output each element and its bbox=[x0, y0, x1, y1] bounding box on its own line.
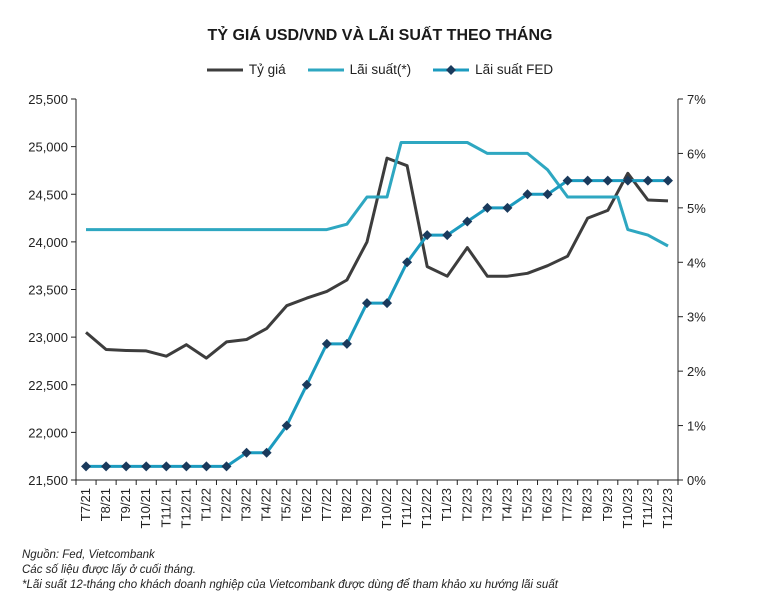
series-2-point bbox=[442, 230, 453, 241]
y-left-tick-label: 21,500 bbox=[28, 473, 68, 488]
x-tick-label: T2/23 bbox=[459, 488, 474, 521]
x-tick-label: T10/21 bbox=[138, 488, 153, 528]
series-2-point bbox=[542, 189, 553, 200]
series-0-line bbox=[85, 156, 669, 360]
series-2-point bbox=[602, 175, 613, 186]
note-rate-reference: *Lãi suất 12-tháng cho khách doanh nghiệ… bbox=[22, 579, 558, 591]
x-tick-label: T11/21 bbox=[158, 488, 173, 528]
x-tick-label: T12/23 bbox=[660, 488, 675, 528]
series-2-point bbox=[101, 461, 112, 472]
x-tick-label: T6/23 bbox=[540, 488, 555, 521]
y-right-tick-label: 2% bbox=[687, 364, 706, 379]
x-tick-label: T1/23 bbox=[439, 488, 454, 521]
legend-label-lai-suat-fed: Lãi suất FED bbox=[475, 62, 554, 77]
chart-axes: 21,500 22,000 22,500 23,000 23,500 24,000 24,5… bbox=[28, 92, 706, 528]
x-tick-label: T9/23 bbox=[600, 488, 615, 521]
x-tick-label: T8/21 bbox=[98, 488, 113, 521]
series-2-point bbox=[241, 447, 252, 458]
x-tick-label: T12/22 bbox=[419, 488, 434, 528]
series-2-point bbox=[161, 461, 172, 472]
legend-swatch-lai-suat-fed bbox=[433, 64, 470, 75]
x-tick-label: T10/23 bbox=[620, 488, 635, 528]
x-tick-label: T8/23 bbox=[580, 488, 595, 521]
legend-swatch-ty-gia bbox=[206, 68, 243, 71]
series-2-point bbox=[301, 379, 312, 390]
legend-entry-lai-suat: Lãi suất(*) bbox=[307, 62, 412, 77]
series-2-point bbox=[281, 420, 292, 431]
x-tick-label: T5/23 bbox=[520, 488, 535, 521]
y-right-tick-label: 6% bbox=[687, 146, 706, 161]
series-2-point bbox=[582, 175, 593, 186]
series-2-point bbox=[361, 298, 372, 309]
series-2-point bbox=[121, 461, 132, 472]
chart-plot: 21,500 22,000 22,500 23,000 23,500 24,000 24,5… bbox=[28, 92, 706, 528]
x-tick-label: T5/22 bbox=[279, 488, 294, 521]
y-left-tick-label: 22,000 bbox=[28, 425, 68, 440]
x-tick-label: T11/23 bbox=[640, 488, 655, 528]
y-left-tick-label: 23,500 bbox=[28, 283, 68, 298]
series-2-point bbox=[462, 216, 473, 227]
series-2-point bbox=[181, 461, 192, 472]
y-right-tick-label: 1% bbox=[687, 419, 706, 434]
series-2-point bbox=[221, 461, 232, 472]
series-2-point bbox=[502, 202, 513, 213]
note-source: Nguồn: Fed, Vietcombank bbox=[22, 549, 155, 561]
series-2-point bbox=[622, 175, 633, 186]
x-tick-label: T7/22 bbox=[319, 488, 334, 521]
y-left-tick-label: 25,500 bbox=[28, 92, 68, 107]
series-2-point bbox=[562, 175, 573, 186]
x-tick-label: T7/21 bbox=[78, 488, 93, 521]
y-left-tick-label: 24,000 bbox=[28, 235, 68, 250]
series-2-point bbox=[261, 447, 272, 458]
x-tick-label: T3/23 bbox=[479, 488, 494, 521]
y-right-tick-label: 3% bbox=[687, 310, 706, 325]
series-2-point bbox=[81, 461, 92, 472]
y-left-tick-label: 24,500 bbox=[28, 187, 68, 202]
legend: Tỷ giá Lãi suất(*) Lãi suất FED bbox=[0, 62, 760, 77]
y-left-tick-label: 23,000 bbox=[28, 330, 68, 345]
series-2-point bbox=[341, 338, 352, 349]
x-tick-label: T9/22 bbox=[359, 488, 374, 521]
series-2-point bbox=[662, 175, 673, 186]
x-tick-label: T8/22 bbox=[339, 488, 354, 521]
series-2-point bbox=[382, 298, 393, 309]
note-month-end: Các số liệu được lấy ở cuối tháng. bbox=[22, 564, 196, 576]
chart-title: TỶ GIÁ USD/VND VÀ LÃI SUẤT THEO THÁNG bbox=[207, 27, 553, 44]
x-tick-label: T12/21 bbox=[178, 488, 193, 528]
y-left-tick-label: 22,500 bbox=[28, 378, 68, 393]
chart-notes: Nguồn: Fed, Vietcombank Các số liệu được… bbox=[22, 548, 558, 593]
series-2-point bbox=[201, 461, 212, 472]
y-left-tick-label: 25,000 bbox=[28, 140, 68, 155]
series-1-line bbox=[86, 141, 669, 248]
y-right-tick-label: 0% bbox=[687, 473, 706, 488]
x-tick-label: T4/23 bbox=[499, 488, 514, 521]
series-2-line bbox=[86, 179, 668, 468]
y-right-tick-label: 4% bbox=[687, 255, 706, 270]
x-tick-label: T2/22 bbox=[219, 488, 234, 521]
legend-label-ty-gia: Tỷ giá bbox=[248, 62, 286, 77]
x-tick-label: T1/22 bbox=[198, 488, 213, 521]
legend-entry-lai-suat-fed: Lãi suất FED bbox=[433, 62, 553, 77]
series-2-point bbox=[422, 230, 433, 241]
legend-entry-ty-gia: Tỷ giá bbox=[206, 62, 286, 77]
y-right-tick-label: 5% bbox=[687, 201, 706, 216]
x-tick-label: T9/21 bbox=[118, 488, 133, 521]
series-2-point bbox=[141, 461, 152, 472]
legend-swatch-lai-suat bbox=[307, 68, 344, 71]
series-2-point bbox=[402, 257, 413, 268]
x-tick-label: T3/22 bbox=[239, 488, 254, 521]
x-tick-label: T4/22 bbox=[259, 488, 274, 521]
series-2-point bbox=[522, 189, 533, 200]
x-tick-label: T6/22 bbox=[299, 488, 314, 521]
series-2-point bbox=[642, 175, 653, 186]
x-tick-label: T11/22 bbox=[399, 488, 414, 528]
chart-series bbox=[81, 141, 673, 472]
x-tick-label: T10/22 bbox=[379, 488, 394, 528]
x-tick-label: T7/23 bbox=[560, 488, 575, 521]
series-2-point bbox=[321, 338, 332, 349]
y-right-tick-label: 7% bbox=[687, 92, 706, 107]
series-2-point bbox=[482, 202, 493, 213]
legend-label-lai-suat: Lãi suất(*) bbox=[349, 62, 412, 77]
